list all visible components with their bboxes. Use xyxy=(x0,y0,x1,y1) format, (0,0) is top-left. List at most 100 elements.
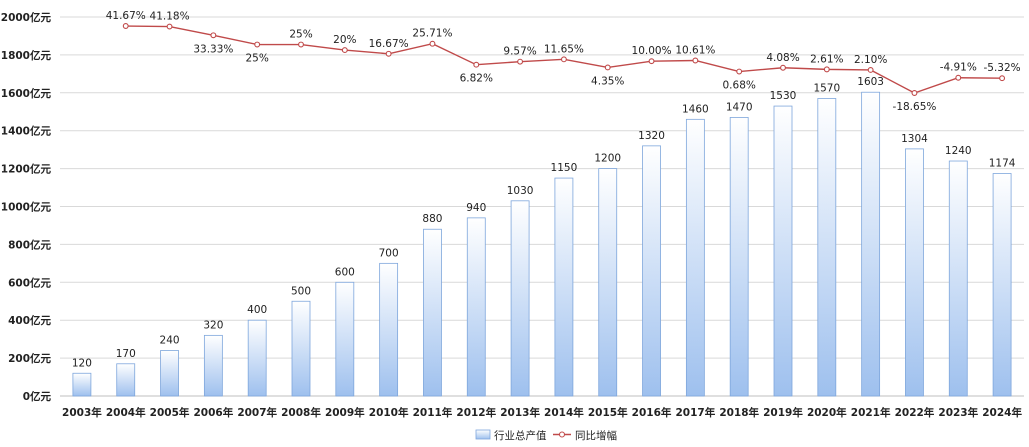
x-tick-label: 2004年 xyxy=(106,406,146,419)
bar-value-label: 320 xyxy=(203,319,223,331)
x-tick-label: 2022年 xyxy=(895,406,935,419)
y-tick-label: 0亿元 xyxy=(23,390,52,403)
line-point xyxy=(429,40,436,47)
line-value-label: 33.33% xyxy=(193,43,233,55)
bar xyxy=(72,372,92,397)
y-tick-label: 800亿元 xyxy=(8,238,51,251)
bar-value-label: 1460 xyxy=(682,103,709,115)
line-point xyxy=(648,58,655,65)
y-tick-label: 1400亿元 xyxy=(1,125,52,138)
line-value-label: 11.65% xyxy=(544,43,584,55)
line-point xyxy=(122,23,129,29)
bar xyxy=(948,160,968,397)
bar-value-label: 1240 xyxy=(945,145,972,157)
bar xyxy=(203,334,223,397)
line-value-label: 9.57% xyxy=(503,46,536,58)
legend-line-marker xyxy=(558,431,566,438)
line-value-label: 2.10% xyxy=(854,54,887,66)
x-tick-label: 2005年 xyxy=(150,406,190,419)
line-point xyxy=(911,90,918,96)
bar-value-label: 120 xyxy=(72,357,92,369)
line-value-labels: 41.67% 41.18% 33.33% 25% 25% 20% 16.67%25.71% 6… xyxy=(106,10,1021,113)
bar-value-label: 400 xyxy=(247,304,267,316)
bar-value-label: 600 xyxy=(335,266,355,278)
x-tick-label: 2015年 xyxy=(588,406,628,419)
bar-value-label: 1320 xyxy=(638,130,665,142)
x-tick-label: 2017年 xyxy=(675,406,715,419)
line-value-label: 25% xyxy=(289,29,312,41)
line-point xyxy=(560,56,567,63)
line-point xyxy=(955,74,962,81)
bar-value-label: 1470 xyxy=(726,101,753,113)
legend: 行业总产值 同比增幅 xyxy=(475,429,617,442)
line-point xyxy=(210,32,217,39)
y-tick-label: 400亿元 xyxy=(8,314,51,327)
line-value-label: -5.32% xyxy=(984,62,1021,74)
line-value-label: -4.91% xyxy=(940,62,977,74)
bar xyxy=(861,91,881,397)
bar xyxy=(905,148,924,397)
bar-value-label: 1603 xyxy=(857,76,884,88)
bar xyxy=(554,177,574,397)
x-tick-label: 2012年 xyxy=(456,406,496,419)
line-point xyxy=(341,47,348,54)
bar-value-label: 1150 xyxy=(551,162,578,174)
line-value-label: 2.61% xyxy=(810,53,843,65)
line-value-label: 10.00% xyxy=(632,45,672,57)
line-value-label: 4.08% xyxy=(766,52,799,64)
line-point xyxy=(604,64,611,71)
bar-value-label: 1570 xyxy=(813,82,840,94)
y-tick-label: 1200亿元 xyxy=(1,163,52,176)
x-axis-ticks: 2003年 2004年 2005年 2006年 2007年 2008年 2009年 2010年… xyxy=(62,406,1022,419)
line-point xyxy=(254,41,261,48)
y-axis-ticks: 0亿元 200亿元 400亿元 600亿元 800亿元 1000亿元 1200亿元 1400亿… xyxy=(1,11,52,403)
line-value-label: 25.71% xyxy=(412,28,452,40)
x-tick-label: 2007年 xyxy=(237,406,277,419)
bar-value-label: 240 xyxy=(160,335,180,347)
x-tick-label: 2021年 xyxy=(851,406,891,419)
bar xyxy=(247,319,267,397)
line-value-label: 25% xyxy=(246,53,269,65)
bar-value-label: 1530 xyxy=(770,90,797,102)
x-tick-label: 2016年 xyxy=(632,406,672,419)
line-point xyxy=(166,23,173,30)
line-value-label: 16.67% xyxy=(369,38,409,50)
x-tick-label: 2020年 xyxy=(807,406,847,419)
line-point xyxy=(999,75,1006,82)
bar-value-label: 1030 xyxy=(507,185,534,197)
bar xyxy=(291,300,311,397)
x-tick-label: 2009年 xyxy=(325,406,365,419)
x-tick-label: 2023年 xyxy=(938,406,978,419)
line-value-label: -18.65% xyxy=(893,101,937,113)
x-tick-label: 2003年 xyxy=(62,406,102,419)
line-point xyxy=(823,66,830,73)
x-tick-label: 2008年 xyxy=(281,406,321,419)
line-value-label: 41.18% xyxy=(150,11,190,23)
line-value-label: 10.61% xyxy=(675,44,715,56)
bar-value-labels: 120 170 240 320 400 500 600 700 880 940 1030 1150 12… xyxy=(72,76,1016,369)
y-tick-label: 600亿元 xyxy=(8,276,51,289)
line-point xyxy=(517,58,524,65)
line-point xyxy=(780,64,786,71)
line-value-label: 0.68% xyxy=(723,80,756,92)
legend-bar-label: 行业总产值 xyxy=(494,429,547,442)
bar xyxy=(379,262,399,397)
x-tick-label: 2010年 xyxy=(369,406,409,419)
legend-bar-swatch xyxy=(475,429,491,440)
bar xyxy=(773,105,793,397)
x-tick-label: 2006年 xyxy=(193,406,233,419)
line-point xyxy=(298,41,304,48)
line-point xyxy=(867,67,874,73)
bar xyxy=(598,168,618,397)
bar xyxy=(642,145,661,397)
bar xyxy=(335,281,355,397)
bar xyxy=(466,217,486,397)
bar xyxy=(817,98,837,397)
bar xyxy=(729,117,749,397)
bar xyxy=(160,350,179,397)
bar-value-label: 500 xyxy=(291,285,311,297)
y-tick-label: 2000亿元 xyxy=(1,11,52,24)
bar-value-label: 880 xyxy=(422,213,442,225)
line-point xyxy=(692,57,699,64)
